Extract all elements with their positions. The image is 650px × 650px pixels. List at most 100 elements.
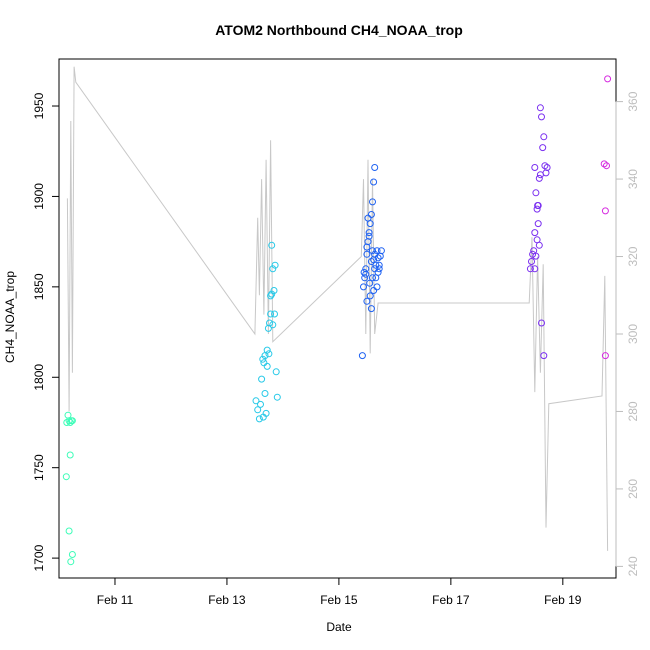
data-point: [267, 292, 275, 300]
scatter-points-layer: [62, 75, 612, 566]
data-point: [375, 261, 383, 269]
data-point: [366, 292, 374, 300]
data-point: [254, 406, 262, 414]
x-tick-label: Feb 11: [97, 593, 134, 607]
data-point: [541, 162, 549, 170]
x-tick-label: Feb 15: [320, 593, 358, 607]
data-point: [62, 473, 70, 481]
data-point: [366, 279, 374, 287]
data-point: [531, 265, 539, 273]
data-point: [259, 413, 267, 421]
data-point: [533, 236, 541, 244]
data-point: [369, 198, 376, 206]
y-tick-label: 1800: [32, 364, 46, 391]
data-point: [370, 287, 378, 294]
data-point: [534, 202, 542, 209]
x-axis-label: Date: [326, 620, 352, 634]
data-point: [371, 250, 379, 258]
data-point: [603, 162, 610, 170]
data-point: [600, 160, 608, 168]
y2-tick-label: 260: [626, 479, 640, 499]
data-point: [68, 551, 76, 558]
y-tick-label: 1950: [32, 92, 46, 119]
data-point: [66, 419, 74, 426]
data-point: [604, 75, 612, 83]
data-point: [266, 319, 273, 327]
y2-tick-label: 240: [626, 556, 640, 576]
data-point: [263, 362, 271, 370]
data-point: [364, 214, 372, 222]
data-point: [360, 283, 367, 291]
data-point: [369, 247, 376, 255]
data-point: [258, 375, 266, 383]
y-tick-label: 1750: [32, 454, 46, 481]
data-point: [273, 393, 281, 401]
y-tick-label: 1700: [32, 544, 46, 571]
data-point: [65, 417, 73, 425]
x-tick-label: Feb 17: [432, 593, 470, 607]
data-point: [540, 352, 548, 360]
series-0: [62, 411, 76, 566]
data-point: [67, 558, 75, 566]
data-point: [371, 164, 379, 171]
data-point: [271, 261, 279, 269]
data-point: [536, 171, 544, 179]
y2-tick-label: 360: [626, 91, 640, 111]
data-point: [543, 164, 551, 171]
data-point: [531, 164, 539, 171]
data-point: [362, 265, 370, 273]
data-point: [534, 220, 542, 228]
y2-tick-label: 340: [626, 169, 640, 189]
data-point: [533, 205, 541, 213]
data-point: [265, 350, 273, 358]
data-point: [539, 144, 547, 152]
data-point: [367, 258, 375, 265]
data-point: [68, 417, 76, 425]
y-tick-label: 1900: [32, 183, 46, 210]
y-tick-label: 1850: [32, 273, 46, 300]
data-point: [268, 241, 276, 249]
x-tick-label: Feb 19: [544, 593, 582, 607]
data-point: [373, 247, 381, 255]
data-point: [360, 268, 368, 276]
data-point: [269, 321, 277, 329]
series-3: [526, 104, 551, 360]
data-point: [370, 178, 378, 186]
data-point: [528, 258, 535, 265]
series-4: [600, 75, 612, 360]
data-point: [367, 305, 375, 313]
data-point: [268, 290, 276, 298]
series-1: [252, 241, 281, 423]
data-point: [375, 265, 383, 273]
data-point: [358, 352, 366, 360]
data-point: [377, 247, 385, 255]
data-point: [526, 265, 534, 273]
data-point: [259, 355, 267, 363]
axes-layer: Feb 11 Feb 13 Feb 15 Feb 17 Feb 19 1700 1750 18…: [32, 91, 640, 607]
x-tick-label: Feb 13: [208, 593, 246, 607]
data-point: [267, 310, 275, 318]
data-point: [252, 397, 260, 405]
y2-tick-label: 320: [626, 246, 640, 266]
data-point: [535, 174, 543, 182]
data-point: [363, 243, 371, 251]
chart-title: ATOM2 Northbound CH4_NOAA_trop: [215, 22, 463, 38]
data-point: [270, 287, 278, 294]
data-point: [271, 310, 278, 318]
data-point: [531, 229, 539, 237]
data-point: [532, 252, 540, 260]
data-point: [369, 274, 376, 282]
y-axis-label: CH4_NOAA_trop: [3, 271, 17, 363]
data-point: [374, 268, 382, 276]
data-point: [269, 265, 277, 273]
data-point: [529, 250, 537, 258]
data-point: [257, 400, 264, 408]
y2-tick-label: 300: [626, 324, 640, 344]
data-point: [362, 270, 370, 278]
data-point: [261, 390, 269, 397]
data-point: [66, 451, 74, 459]
data-point: [601, 207, 609, 215]
